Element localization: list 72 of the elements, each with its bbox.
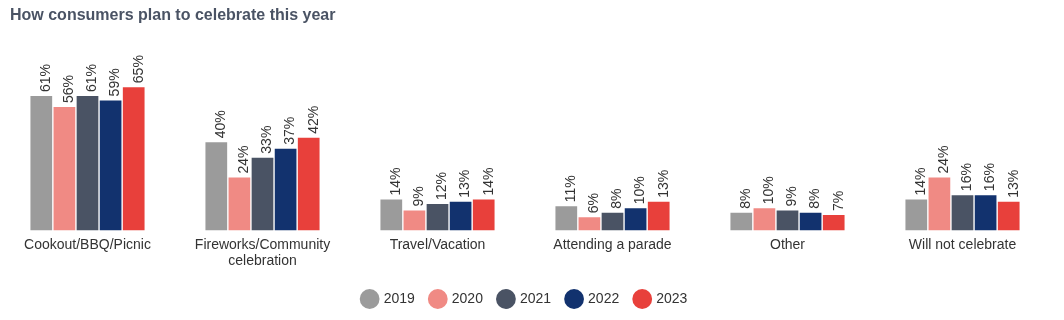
data-label: 9%	[410, 186, 427, 207]
bar	[274, 148, 297, 231]
bar	[928, 177, 951, 231]
bar	[426, 203, 449, 231]
data-label: 7%	[829, 190, 846, 211]
x-tick-label: Other	[769, 235, 806, 252]
legend-label: 2020	[451, 289, 484, 306]
data-label: 9%	[783, 186, 800, 207]
data-label: 42%	[304, 105, 321, 134]
bar	[822, 214, 845, 231]
data-label: 61%	[83, 63, 100, 92]
data-label: 14%	[912, 167, 929, 196]
data-label: 10%	[631, 176, 648, 205]
bar	[647, 201, 670, 231]
bar	[122, 87, 145, 231]
x-tick-label: Will not celebrate	[908, 235, 1017, 252]
data-label: 8%	[737, 188, 754, 209]
chart-title: How consumers plan to celebrate this year	[10, 6, 336, 24]
data-label: 11%	[562, 175, 579, 203]
data-label: 6%	[585, 192, 602, 214]
bar	[449, 201, 472, 231]
data-label: 65%	[129, 55, 146, 84]
legend-label: 2019	[383, 289, 415, 306]
data-label: 13%	[654, 169, 671, 198]
bar	[776, 210, 799, 231]
data-label: 40%	[212, 110, 229, 139]
legend-label: 2023	[656, 289, 688, 306]
data-label: 8%	[806, 188, 823, 209]
data-label: 61%	[37, 63, 54, 92]
data-label: 24%	[235, 145, 252, 174]
x-tick-label: Fireworks/Community celebration	[194, 235, 331, 269]
data-label: 16%	[981, 163, 998, 192]
bar	[997, 201, 1020, 231]
bar	[601, 212, 624, 231]
bar	[76, 95, 99, 231]
legend-label: 2021	[519, 289, 552, 306]
data-label: 24%	[935, 145, 952, 174]
data-label: 33%	[258, 125, 275, 154]
bar	[974, 195, 997, 231]
bar	[799, 212, 822, 231]
data-label: 16%	[958, 163, 975, 192]
legend-label: 2022	[588, 289, 620, 306]
data-label: 59%	[106, 68, 123, 97]
data-label: 56%	[60, 74, 77, 103]
bar	[99, 100, 122, 231]
bar	[228, 177, 251, 231]
bar	[578, 217, 601, 231]
bar	[951, 195, 974, 231]
data-label: 14%	[387, 167, 404, 196]
data-label: 13%	[456, 169, 473, 198]
data-label: 14%	[479, 167, 496, 196]
bar	[380, 199, 403, 231]
bar	[624, 208, 647, 231]
bar	[753, 208, 776, 231]
bar	[905, 199, 928, 231]
bar	[205, 142, 228, 231]
x-tick-label: Travel/Vacation	[389, 235, 486, 252]
x-tick-label: Attending a parade	[553, 235, 672, 252]
bar	[730, 212, 753, 231]
bar	[403, 210, 426, 231]
bar	[30, 95, 53, 231]
data-label: 12%	[433, 171, 450, 200]
bar	[53, 107, 76, 231]
data-label: 8%	[608, 188, 625, 209]
data-label: 37%	[281, 116, 298, 145]
bar	[297, 137, 320, 231]
bar	[472, 199, 495, 231]
bar	[251, 157, 274, 231]
data-label: 10%	[760, 176, 777, 205]
data-label: 13%	[1004, 169, 1021, 198]
bar	[555, 206, 578, 231]
x-tick-label: Cookout/BBQ/Picnic	[24, 235, 151, 252]
